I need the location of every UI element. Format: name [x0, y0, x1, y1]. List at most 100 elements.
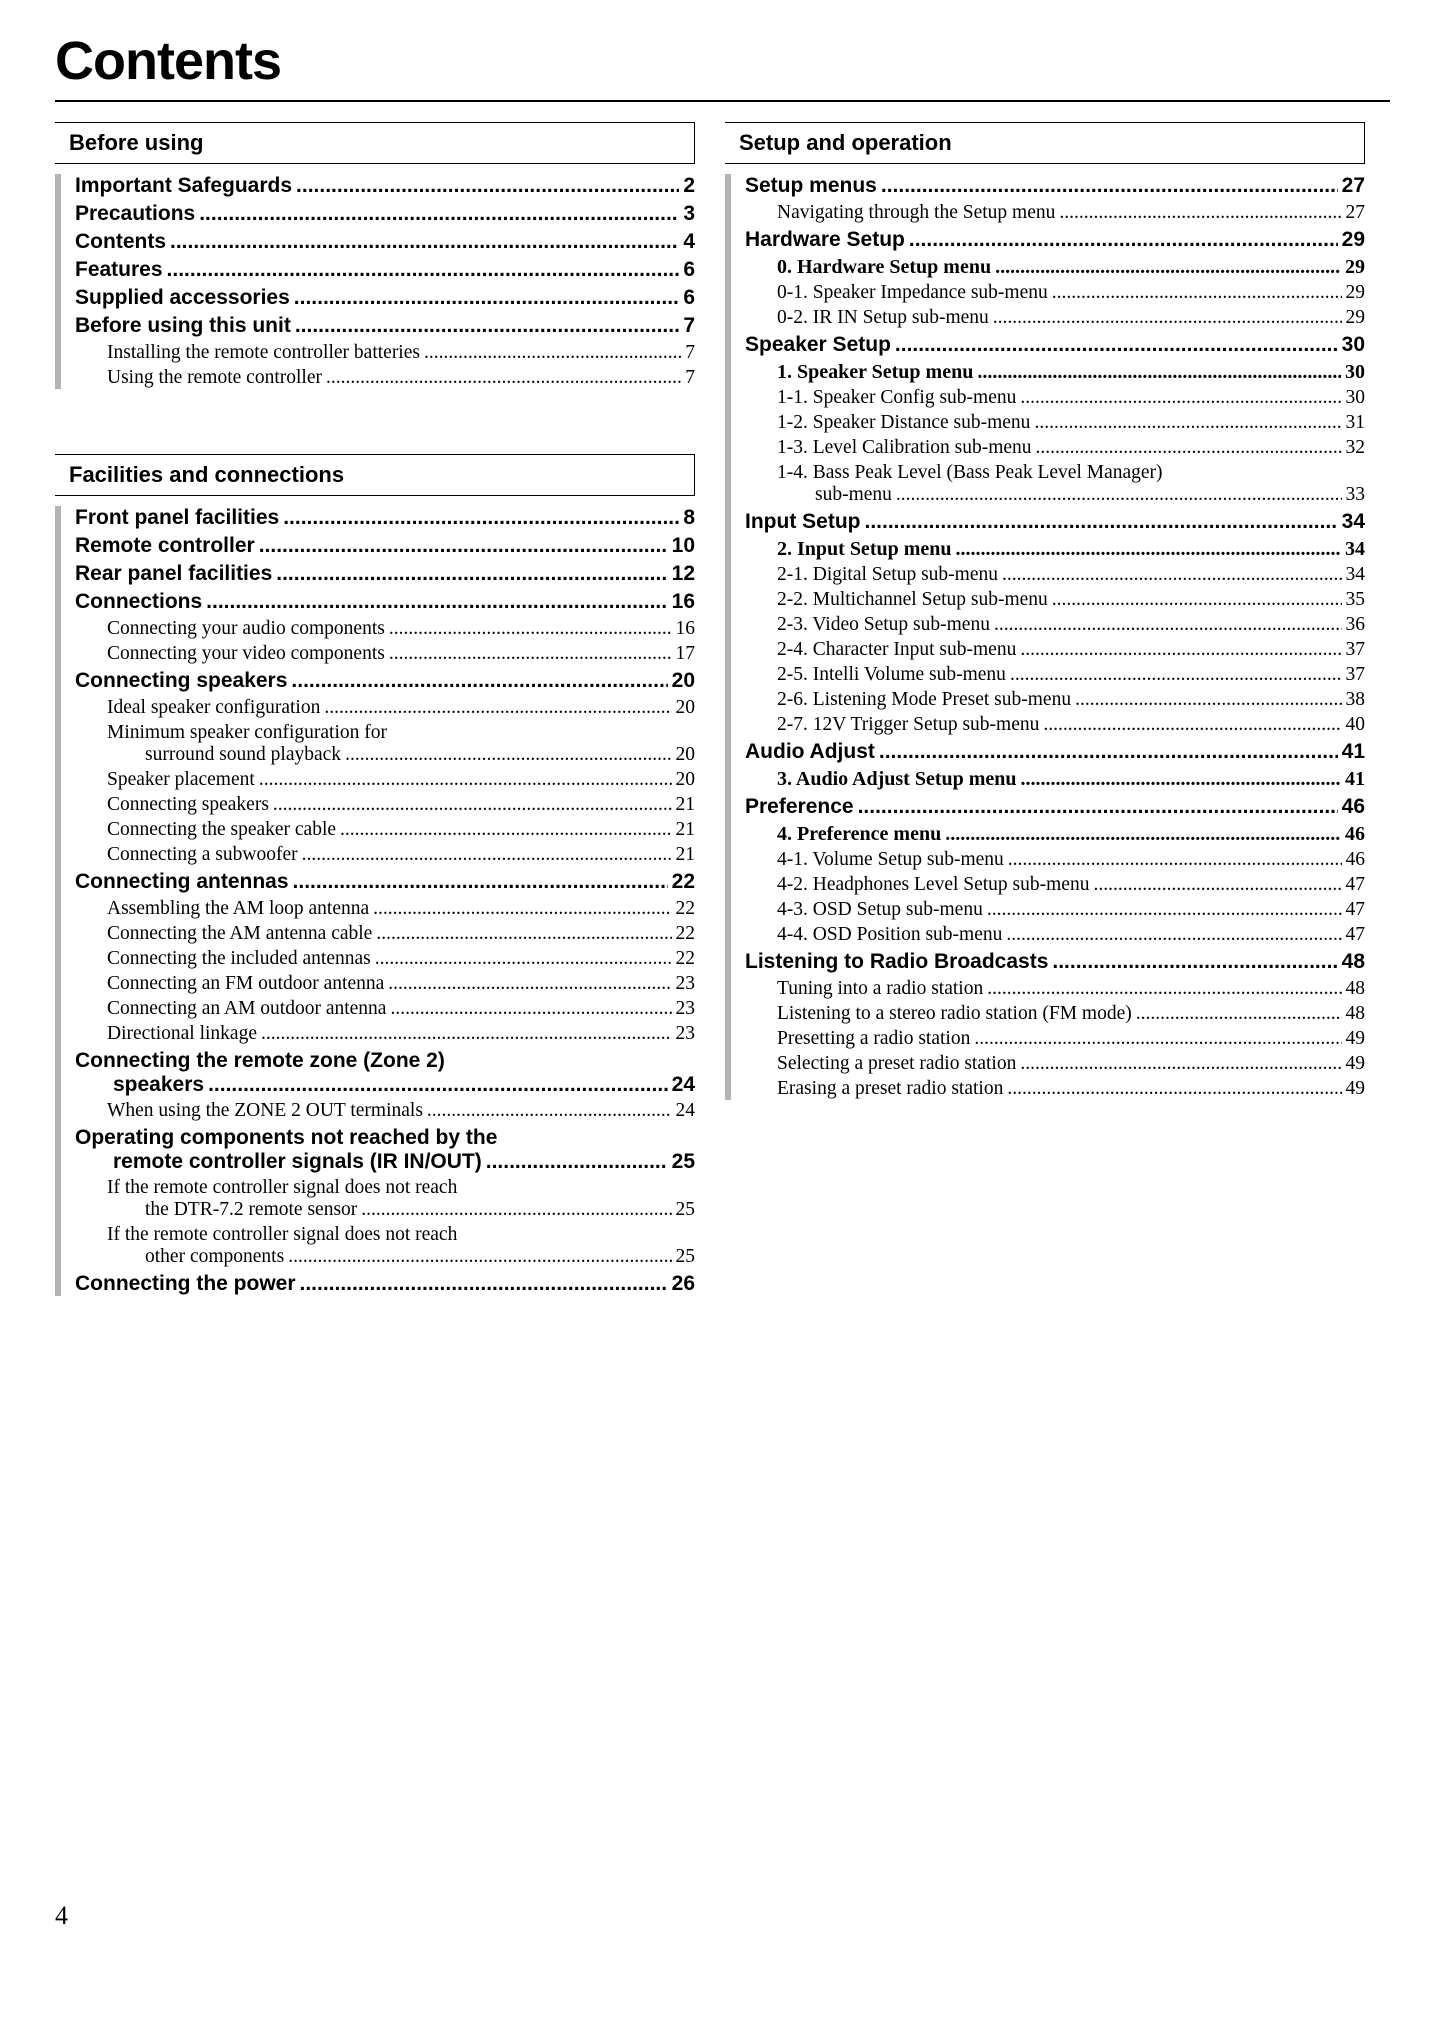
- toc-dots: ........................................…: [1036, 437, 1342, 459]
- toc-page: 16: [676, 618, 696, 640]
- toc-label: Setup menus: [745, 174, 877, 198]
- section-header: Facilities and connections: [55, 454, 695, 496]
- toc-dots: ........................................…: [273, 794, 672, 816]
- toc-label: Front panel facilities: [75, 506, 279, 530]
- toc-entry: 4. Preference menu .....................…: [737, 823, 1365, 846]
- toc-entry: 1-2. Speaker Distance sub-menu .........…: [737, 412, 1365, 434]
- toc-entry: 4-2. Headphones Level Setup sub-menu ...…: [737, 874, 1365, 896]
- toc-page: 49: [1346, 1053, 1366, 1075]
- toc-dots: ........................................…: [294, 286, 680, 310]
- toc-dots: ........................................…: [167, 258, 680, 282]
- toc-dots: ........................................…: [288, 1246, 671, 1268]
- toc-label: Connecting an FM outdoor antenna: [107, 973, 384, 995]
- toc-page: 47: [1346, 924, 1366, 946]
- toc-dots: ........................................…: [1020, 387, 1341, 409]
- toc-page: 34: [1342, 510, 1365, 534]
- toc-page: 23: [676, 973, 696, 995]
- section-header: Setup and operation: [725, 122, 1365, 164]
- toc-page: 26: [672, 1272, 695, 1296]
- toc-page: 21: [676, 819, 696, 841]
- toc-page: 33: [1346, 484, 1366, 506]
- toc-line: remote controller signals (IR IN/OUT) ..…: [75, 1150, 695, 1174]
- toc-page: 20: [676, 744, 696, 766]
- toc-dots: ........................................…: [293, 870, 668, 894]
- toc-entry: Before using this unit .................…: [67, 314, 695, 338]
- toc-entry: 2-3. Video Setup sub-menu ..............…: [737, 614, 1365, 636]
- toc-entry: Hardware Setup .........................…: [737, 228, 1365, 252]
- toc-page: 46: [1346, 849, 1366, 871]
- toc-label: Connections: [75, 590, 202, 614]
- toc-dots: ........................................…: [388, 973, 671, 995]
- toc-page: 29: [1346, 282, 1366, 304]
- toc-page: 41: [1345, 768, 1365, 791]
- toc-entry: 1-4. Bass Peak Level (Bass Peak Level Ma…: [737, 462, 1365, 506]
- toc-page: 25: [676, 1246, 696, 1268]
- toc-page: 46: [1342, 795, 1365, 819]
- toc-page: 23: [676, 998, 696, 1020]
- toc-entry: 2-5. Intelli Volume sub-menu ...........…: [737, 664, 1365, 686]
- toc-dots: ........................................…: [276, 562, 667, 586]
- toc-label: 2-3. Video Setup sub-menu: [777, 614, 990, 636]
- toc-label: Navigating through the Setup menu: [777, 202, 1055, 224]
- toc-entry: Erasing a preset radio station .........…: [737, 1078, 1365, 1100]
- toc-label: remote controller signals (IR IN/OUT): [113, 1150, 482, 1174]
- toc-dots: ........................................…: [424, 342, 681, 364]
- toc-page: 47: [1346, 874, 1366, 896]
- toc-entry: Remote controller ......................…: [67, 534, 695, 558]
- toc-page: 41: [1342, 740, 1365, 764]
- toc-label: 2-5. Intelli Volume sub-menu: [777, 664, 1006, 686]
- toc-label: 3. Audio Adjust Setup menu: [777, 768, 1017, 791]
- toc-entry: If the remote controller signal does not…: [67, 1177, 695, 1221]
- toc-page: 25: [676, 1199, 696, 1221]
- toc-label: 0. Hardware Setup menu: [777, 256, 991, 279]
- toc-page: 22: [676, 923, 696, 945]
- toc-entry: Listening to Radio Broadcasts ..........…: [737, 950, 1365, 974]
- toc-entry: Features ...............................…: [67, 258, 695, 282]
- toc-page: 25: [672, 1150, 695, 1174]
- toc-page: 20: [672, 669, 695, 693]
- toc-page: 17: [676, 643, 696, 665]
- toc-entry: Front panel facilities .................…: [67, 506, 695, 530]
- toc-entry: Supplied accessories ...................…: [67, 286, 695, 310]
- toc-dots: ........................................…: [1021, 768, 1341, 791]
- toc-entry: Speaker placement ......................…: [67, 769, 695, 791]
- toc-page: 22: [676, 948, 696, 970]
- toc-entry: 0-1. Speaker Impedance sub-menu ........…: [737, 282, 1365, 304]
- toc-dots: ........................................…: [340, 819, 671, 841]
- toc-label: 4-1. Volume Setup sub-menu: [777, 849, 1004, 871]
- toc-entry: Setup menus ............................…: [737, 174, 1365, 198]
- toc-dots: ........................................…: [977, 361, 1341, 384]
- toc-label: Ideal speaker configuration: [107, 697, 320, 719]
- toc-page: 29: [1342, 228, 1365, 252]
- toc-entry: 1. Speaker Setup menu ..................…: [737, 361, 1365, 384]
- toc-label: Preference: [745, 795, 854, 819]
- section-body: Important Safeguards ...................…: [55, 174, 695, 389]
- toc-dots: ........................................…: [345, 744, 671, 766]
- toc-dots: ........................................…: [1059, 202, 1341, 224]
- toc-page: 6: [683, 258, 695, 282]
- toc-dots: ........................................…: [361, 1199, 671, 1221]
- toc-label: 1-3. Level Calibration sub-menu: [777, 437, 1032, 459]
- toc-entry: If the remote controller signal does not…: [67, 1224, 695, 1268]
- toc-entry: Selecting a preset radio station .......…: [737, 1053, 1365, 1075]
- toc-dots: ........................................…: [858, 795, 1338, 819]
- toc-entry: Using the remote controller ............…: [67, 367, 695, 389]
- toc-entry: Presetting a radio station .............…: [737, 1028, 1365, 1050]
- toc-line: sub-menu ...............................…: [777, 484, 1365, 506]
- toc-dots: ........................................…: [1136, 1003, 1342, 1025]
- toc-entry: Input Setup ............................…: [737, 510, 1365, 534]
- toc-entry: 1-1. Speaker Config sub-menu ...........…: [737, 387, 1365, 409]
- column-right: Setup and operation Setup menus .........…: [725, 122, 1365, 1361]
- toc-label: Selecting a preset radio station: [777, 1053, 1016, 1075]
- toc-label: Connecting your audio components: [107, 618, 385, 640]
- toc-page: 3: [683, 202, 695, 226]
- toc-label: surround sound playback: [145, 744, 341, 766]
- toc-page: 8: [683, 506, 695, 530]
- toc-label: If the remote controller signal does not…: [107, 1177, 695, 1199]
- toc-dots: ........................................…: [909, 228, 1338, 252]
- toc-label: Listening to a stereo radio station (FM …: [777, 1003, 1132, 1025]
- toc-entry: When using the ZONE 2 OUT terminals ....…: [67, 1100, 695, 1122]
- toc-entry: Connecting the AM antenna cable ........…: [67, 923, 695, 945]
- toc-page: 29: [1345, 256, 1365, 279]
- toc-label: Connecting a subwoofer: [107, 844, 298, 866]
